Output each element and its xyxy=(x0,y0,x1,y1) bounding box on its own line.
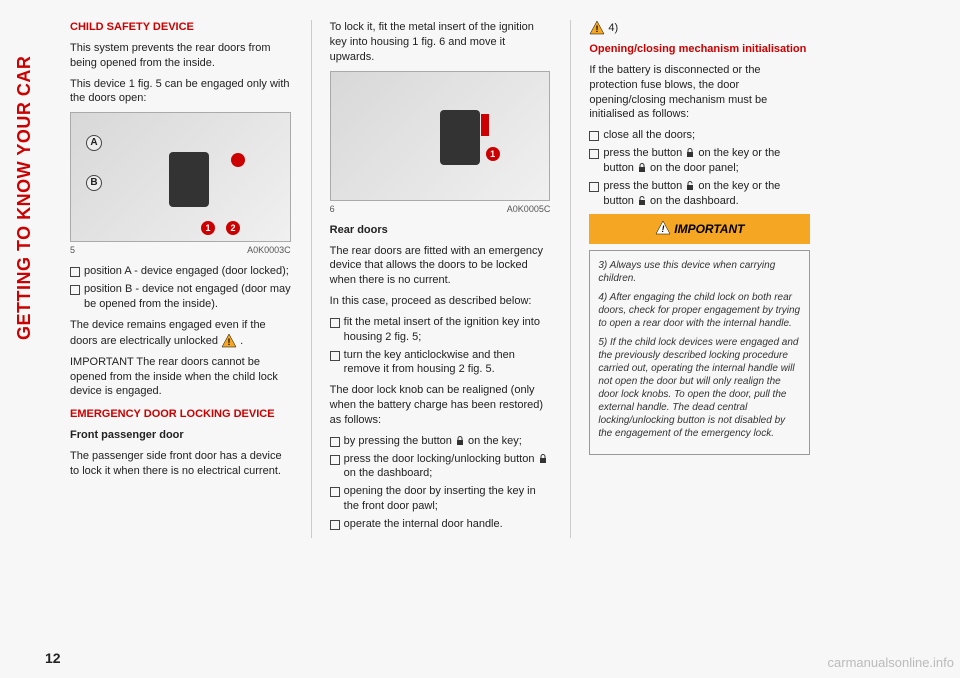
col2-bullets2: by pressing the button on the key; press… xyxy=(330,434,551,532)
fig5-dot-2: 2 xyxy=(226,221,240,235)
note-3: 3) Always use this device when carrying … xyxy=(598,259,801,285)
column-2: To lock it, fit the metal insert of the … xyxy=(311,20,551,538)
col2-b1-1: fit the metal insert of the ignition key… xyxy=(330,315,551,345)
front-passenger-sub: Front passenger door xyxy=(70,428,291,443)
col3-b-3: press the button on the key or the butto… xyxy=(589,179,810,209)
latch-shape xyxy=(169,152,209,207)
lock-icon xyxy=(637,163,647,173)
svg-text:!: ! xyxy=(661,224,664,234)
fig5-num: 5 xyxy=(70,244,75,256)
col1-p1: This system prevents the rear doors from… xyxy=(70,41,291,71)
col2-b2-3: opening the door by inserting the key in… xyxy=(330,484,551,514)
col3-bullets: close all the doors; press the button on… xyxy=(589,128,810,208)
lock-icon xyxy=(538,454,548,464)
col3-b3-c: on the dashboard. xyxy=(650,195,739,207)
fig6-caption: 6 A0K0005C xyxy=(330,203,551,215)
unlock-icon xyxy=(637,196,647,206)
svg-text:!: ! xyxy=(596,24,599,34)
col2-p3: In this case, proceed as described below… xyxy=(330,294,551,309)
fig6-latch xyxy=(440,110,480,165)
col3-warning-ref: ! 4) xyxy=(589,20,810,36)
col1-bullet-1: position A - device engaged (door locked… xyxy=(70,264,291,279)
col2-b2-1b: on the key; xyxy=(468,435,522,447)
emergency-heading: EMERGENCY DOOR LOCKING DEVICE xyxy=(70,407,291,422)
lock-icon xyxy=(455,436,465,446)
important-box: ! IMPORTANT xyxy=(589,214,810,243)
lock-icon xyxy=(685,148,695,158)
fig6-num: 6 xyxy=(330,203,335,215)
fig5-code: A0K0003C xyxy=(247,244,291,256)
col2-p1: To lock it, fit the metal insert of the … xyxy=(330,20,551,65)
fig5-caption: 5 A0K0003C xyxy=(70,244,291,256)
fig6-red-strip xyxy=(481,114,489,136)
warning-icon: ! xyxy=(589,20,605,36)
column-3: ! 4) Opening/closing mechanism initialis… xyxy=(570,20,810,538)
figure-6: 1 xyxy=(330,71,551,201)
warning-icon: ! xyxy=(655,220,671,236)
column-1: CHILD SAFETY DEVICE This system prevents… xyxy=(70,20,291,538)
col1-p5: The passenger side front door has a devi… xyxy=(70,449,291,479)
col2-bullets1: fit the metal insert of the ignition key… xyxy=(330,315,551,377)
watermark: carmanualsonline.info xyxy=(828,655,954,670)
page-number: 12 xyxy=(45,650,61,666)
col1-p3-b: . xyxy=(240,335,243,347)
col2-p4: The door lock knob can be realigned (onl… xyxy=(330,383,551,428)
notes-box: 3) Always use this device when carrying … xyxy=(589,250,810,455)
child-safety-heading: CHILD SAFETY DEVICE xyxy=(70,20,291,35)
manual-page: GETTING TO KNOW YOUR CAR CHILD SAFETY DE… xyxy=(0,0,960,678)
section-title-text: GETTING TO KNOW YOUR CAR xyxy=(14,56,34,340)
important-label: IMPORTANT xyxy=(674,222,744,236)
fig5-red-marker xyxy=(231,153,245,167)
fig6-dot-1: 1 xyxy=(486,147,500,161)
col2-b2-2b: on the dashboard; xyxy=(344,467,433,479)
fig5-label-b: B xyxy=(86,175,102,191)
col2-b2-2a: press the door locking/unlocking button xyxy=(344,453,538,465)
col2-b2-4: operate the internal door handle. xyxy=(330,517,551,532)
col3-b2-a: press the button xyxy=(603,147,685,159)
col2-b1-2: turn the key anticlockwise and then remo… xyxy=(330,348,551,378)
rear-doors-sub: Rear doors xyxy=(330,223,551,238)
fig5-dot-1: 1 xyxy=(201,221,215,235)
init-heading: Opening/closing mechanism initialisation xyxy=(589,42,810,57)
col3-p1: If the battery is disconnected or the pr… xyxy=(589,63,810,122)
col2-b2-1a: by pressing the button xyxy=(344,435,455,447)
col3-b3-a: press the button xyxy=(603,180,685,192)
col1-p3: The device remains engaged even if the d… xyxy=(70,318,291,349)
note-4: 4) After engaging the child lock on both… xyxy=(598,291,801,330)
svg-text:!: ! xyxy=(228,337,231,347)
figure-5: A B 1 2 xyxy=(70,112,291,242)
warning-icon: ! xyxy=(221,333,237,349)
fig6-code: A0K0005C xyxy=(507,203,551,215)
col1-p2: This device 1 fig. 5 can be engaged only… xyxy=(70,77,291,107)
col1-important: IMPORTANT The rear doors cannot be opene… xyxy=(70,355,291,400)
note-5: 5) If the child lock devices were engage… xyxy=(598,336,801,440)
col2-b2-1: by pressing the button on the key; xyxy=(330,434,551,449)
fig5-label-a: A xyxy=(86,135,102,151)
col3-b-2: press the button on the key or the butto… xyxy=(589,146,810,176)
page-content: CHILD SAFETY DEVICE This system prevents… xyxy=(40,20,810,648)
col1-bullets: position A - device engaged (door locked… xyxy=(70,264,291,312)
unlock-icon xyxy=(685,181,695,191)
col3-b-1: close all the doors; xyxy=(589,128,810,143)
col2-p2: The rear doors are fitted with an emerge… xyxy=(330,244,551,289)
col2-b2-2: press the door locking/unlocking button … xyxy=(330,452,551,482)
col3-ref-text: 4) xyxy=(608,22,618,34)
col3-b2-c: on the door panel; xyxy=(650,162,739,174)
section-title-vertical: GETTING TO KNOW YOUR CAR xyxy=(14,56,35,340)
col1-bullet-2: position B - device not engaged (door ma… xyxy=(70,282,291,312)
